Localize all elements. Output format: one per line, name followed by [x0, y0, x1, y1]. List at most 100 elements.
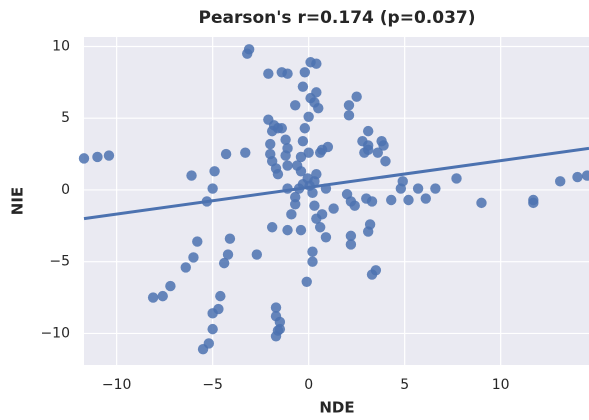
- point: [362, 144, 374, 155]
- point: [320, 232, 332, 243]
- point: [192, 236, 203, 247]
- y-tick-label: −10: [40, 325, 70, 341]
- point: [303, 111, 314, 122]
- point: [366, 269, 378, 280]
- point: [314, 222, 326, 233]
- point: [147, 292, 159, 303]
- point: [103, 150, 115, 161]
- point: [186, 170, 197, 181]
- point: [572, 171, 583, 183]
- x-tick-label: 0: [304, 377, 313, 393]
- point: [343, 110, 355, 121]
- point: [282, 68, 293, 79]
- point: [581, 170, 589, 181]
- point: [328, 203, 339, 214]
- point: [351, 91, 362, 102]
- point: [451, 173, 462, 184]
- x-axis-label: NDE: [319, 399, 354, 417]
- x-tick-label: −10: [102, 377, 132, 393]
- point: [295, 151, 307, 163]
- point: [311, 58, 322, 69]
- point: [309, 200, 320, 211]
- point: [528, 197, 539, 209]
- point: [476, 197, 487, 209]
- point: [362, 125, 374, 137]
- point: [78, 153, 90, 164]
- point: [265, 138, 276, 150]
- point: [222, 249, 234, 260]
- point: [209, 166, 220, 177]
- y-axis-label: NIE: [9, 187, 27, 215]
- point: [307, 256, 318, 267]
- point: [272, 168, 284, 180]
- point: [266, 222, 278, 233]
- point: [290, 100, 301, 111]
- point: [274, 316, 286, 328]
- point: [207, 183, 218, 194]
- point: [251, 249, 263, 260]
- point: [420, 193, 431, 204]
- regression-line: [83, 146, 589, 221]
- point: [276, 123, 287, 134]
- point: [299, 67, 311, 78]
- point: [299, 123, 311, 134]
- point: [197, 344, 209, 355]
- point: [157, 290, 168, 302]
- point: [207, 323, 218, 335]
- point: [311, 87, 322, 98]
- x-tick-label: −5: [202, 377, 223, 393]
- x-tick-label: 10: [492, 377, 510, 393]
- point: [301, 276, 312, 287]
- point: [386, 194, 397, 206]
- point: [280, 150, 291, 161]
- point: [343, 100, 355, 111]
- point: [266, 125, 278, 137]
- point: [303, 147, 314, 158]
- point: [180, 262, 191, 273]
- point: [207, 308, 218, 319]
- point: [378, 140, 389, 151]
- point: [282, 224, 293, 236]
- y-tick-label: 10: [52, 38, 70, 54]
- point: [345, 230, 357, 242]
- point: [215, 290, 226, 302]
- y-tick-label: 0: [61, 182, 70, 198]
- chart-title: Pearson's r=0.174 (p=0.037): [198, 8, 475, 28]
- point: [240, 147, 251, 158]
- point: [295, 224, 307, 236]
- y-tick-label: −5: [49, 254, 70, 270]
- point: [290, 191, 301, 203]
- point: [218, 257, 230, 269]
- point: [372, 147, 383, 158]
- point: [224, 233, 236, 244]
- point: [282, 160, 293, 171]
- point: [220, 148, 232, 160]
- point: [397, 176, 408, 187]
- point: [311, 168, 322, 180]
- point: [366, 196, 378, 207]
- point: [270, 302, 282, 313]
- point: [188, 252, 199, 263]
- point: [307, 246, 318, 257]
- point: [263, 68, 274, 79]
- point: [270, 331, 282, 342]
- point: [280, 134, 291, 145]
- plot-background: [84, 37, 589, 365]
- point: [403, 194, 414, 206]
- point: [430, 183, 441, 194]
- point: [313, 102, 324, 114]
- point: [362, 226, 374, 237]
- point: [345, 239, 357, 250]
- point: [380, 156, 391, 167]
- y-tick-label: 5: [61, 110, 70, 126]
- point: [316, 209, 328, 220]
- point: [297, 135, 309, 147]
- point: [286, 209, 297, 220]
- point: [349, 200, 360, 211]
- point: [307, 187, 318, 199]
- point: [412, 183, 424, 194]
- point: [295, 166, 307, 177]
- point: [242, 48, 253, 59]
- point: [165, 280, 176, 292]
